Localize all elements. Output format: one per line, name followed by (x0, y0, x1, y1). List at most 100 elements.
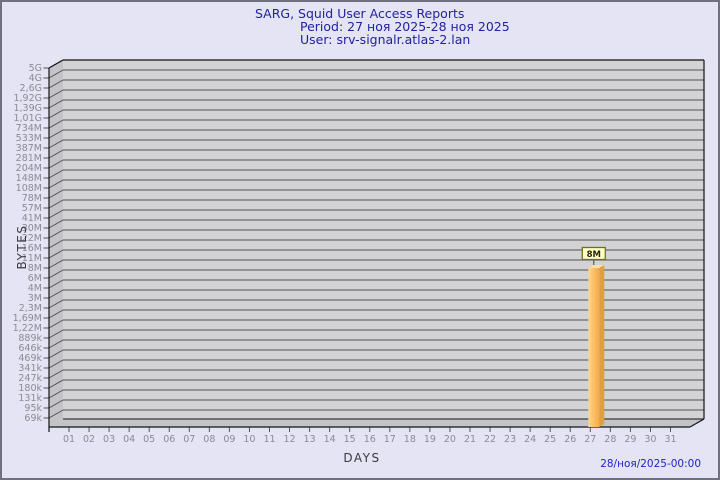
x-axis-tick-label: 04 (123, 434, 135, 445)
x-axis-tick-label: 19 (424, 434, 436, 445)
x-axis-title: DAYS (343, 451, 381, 465)
plot-floor (49, 419, 704, 427)
x-axis-tick-label: 26 (564, 434, 576, 445)
bar-value-annotation-box (581, 246, 606, 261)
gridline-wall (48, 269, 64, 279)
x-axis-tick-label: 21 (464, 434, 476, 445)
y-axis-tick-label: 734M (16, 123, 42, 134)
gridline-wall (48, 189, 64, 199)
gridline-wall (48, 389, 64, 399)
gridline-wall (48, 149, 64, 159)
gridline-wall (48, 99, 64, 109)
y-axis-tick-label: 533M (16, 133, 42, 144)
y-axis-tick-label: 69k (24, 413, 42, 424)
x-axis-tick-label: 23 (504, 434, 516, 445)
x-axis-tick-label: 31 (664, 434, 676, 445)
gridline-wall (48, 329, 64, 339)
x-axis-tick-label: 28 (604, 434, 616, 445)
gridline-wall (48, 359, 64, 369)
y-axis-tick-label: 281M (16, 153, 42, 164)
x-axis-tick-label: 06 (163, 434, 175, 445)
gridline-wall (48, 279, 64, 289)
y-axis-tick-label: 2,3M (19, 303, 42, 314)
y-axis-tick-label: 11M (22, 253, 42, 264)
y-axis-tick-label: 1,22M (13, 323, 42, 334)
y-axis-tick-label: 131k (18, 393, 42, 404)
x-axis-tick-label: 14 (324, 434, 336, 445)
gridline-wall (48, 339, 64, 349)
y-axis-tick-label: 108M (16, 183, 42, 194)
gridline-wall (48, 69, 64, 79)
y-axis-tick-label: 646k (18, 343, 42, 354)
x-axis-tick-label: 24 (524, 434, 536, 445)
x-axis-tick-label: 11 (263, 434, 275, 445)
gridline-wall (48, 349, 64, 359)
gridline-wall (48, 229, 64, 239)
bar-value-annotation: 8M (587, 250, 601, 260)
x-axis-tick-label: 10 (243, 434, 255, 445)
gridline-wall (48, 89, 64, 99)
bar-side-face (599, 265, 605, 427)
gridline-wall (48, 109, 64, 119)
y-axis-tick-label: 1,39G (13, 103, 42, 114)
x-axis-tick-label: 12 (284, 434, 296, 445)
x-axis-tick-label: 20 (444, 434, 456, 445)
gridline-wall (48, 369, 64, 379)
x-axis-tick-label: 22 (484, 434, 496, 445)
y-axis-tick-label: 8M (28, 263, 42, 274)
x-axis-tick-label: 16 (364, 434, 376, 445)
x-axis-tick-label: 25 (544, 434, 556, 445)
y-axis-tick-label: 5G (29, 63, 42, 74)
y-axis-title: BYTES (15, 224, 29, 270)
y-axis-tick-label: 2,6G (20, 83, 42, 94)
y-axis-tick-label: 41M (22, 213, 42, 224)
gridline-wall (48, 119, 64, 129)
gridline-wall (48, 289, 64, 299)
y-axis-tick-label: 95k (24, 403, 42, 414)
y-axis-tick-label: 6M (28, 273, 42, 284)
y-axis-tick-label: 22M (22, 233, 42, 244)
gridline-wall (48, 139, 64, 149)
gridline-wall (48, 299, 64, 309)
y-axis-tick-label: 1,69M (13, 313, 42, 324)
y-axis-tick-label: 341k (18, 363, 42, 374)
x-axis-tick-label: 05 (143, 434, 155, 445)
gridline-wall (48, 199, 64, 209)
gridline-wall (48, 379, 64, 389)
wall-top-edge (48, 59, 64, 69)
gridline-wall (48, 319, 64, 329)
x-axis-tick-label: 27 (584, 434, 596, 445)
gridline-wall (48, 159, 64, 169)
gridline-wall (48, 409, 64, 419)
gridline-wall (48, 259, 64, 269)
y-axis-tick-label: 57M (22, 203, 42, 214)
gridline-wall (48, 239, 64, 249)
y-axis-tick-label: 889k (18, 333, 42, 344)
y-axis-tick-label: 30M (22, 223, 42, 234)
y-axis-tick-label: 16M (22, 243, 42, 254)
gridline-wall (48, 129, 64, 139)
y-axis-tick-label: 1,92G (13, 93, 42, 104)
y-axis-tick-label: 4G (29, 73, 42, 84)
x-axis-tick-label: 18 (404, 434, 416, 445)
y-axis-tick-label: 3M (28, 293, 42, 304)
gridline-wall (48, 219, 64, 229)
y-axis-tick-label: 148M (16, 173, 42, 184)
bar-front-face (588, 268, 600, 427)
gridline-wall (48, 179, 64, 189)
gridline-wall (48, 309, 64, 319)
x-axis-tick-label: 03 (103, 434, 115, 445)
gridline-wall (48, 209, 64, 219)
x-axis-tick-label: 01 (63, 434, 75, 445)
gridline-wall (48, 249, 64, 259)
y-axis-tick-label: 4M (28, 283, 42, 294)
x-axis-tick-label: 29 (624, 434, 636, 445)
y-axis-tick-label: 469k (18, 353, 42, 364)
y-axis-tick-label: 1,01G (13, 113, 42, 124)
x-axis-tick-label: 30 (644, 434, 656, 445)
x-axis-tick-label: 17 (384, 434, 396, 445)
x-axis-tick-label: 02 (83, 434, 95, 445)
gridline-wall (48, 399, 64, 409)
